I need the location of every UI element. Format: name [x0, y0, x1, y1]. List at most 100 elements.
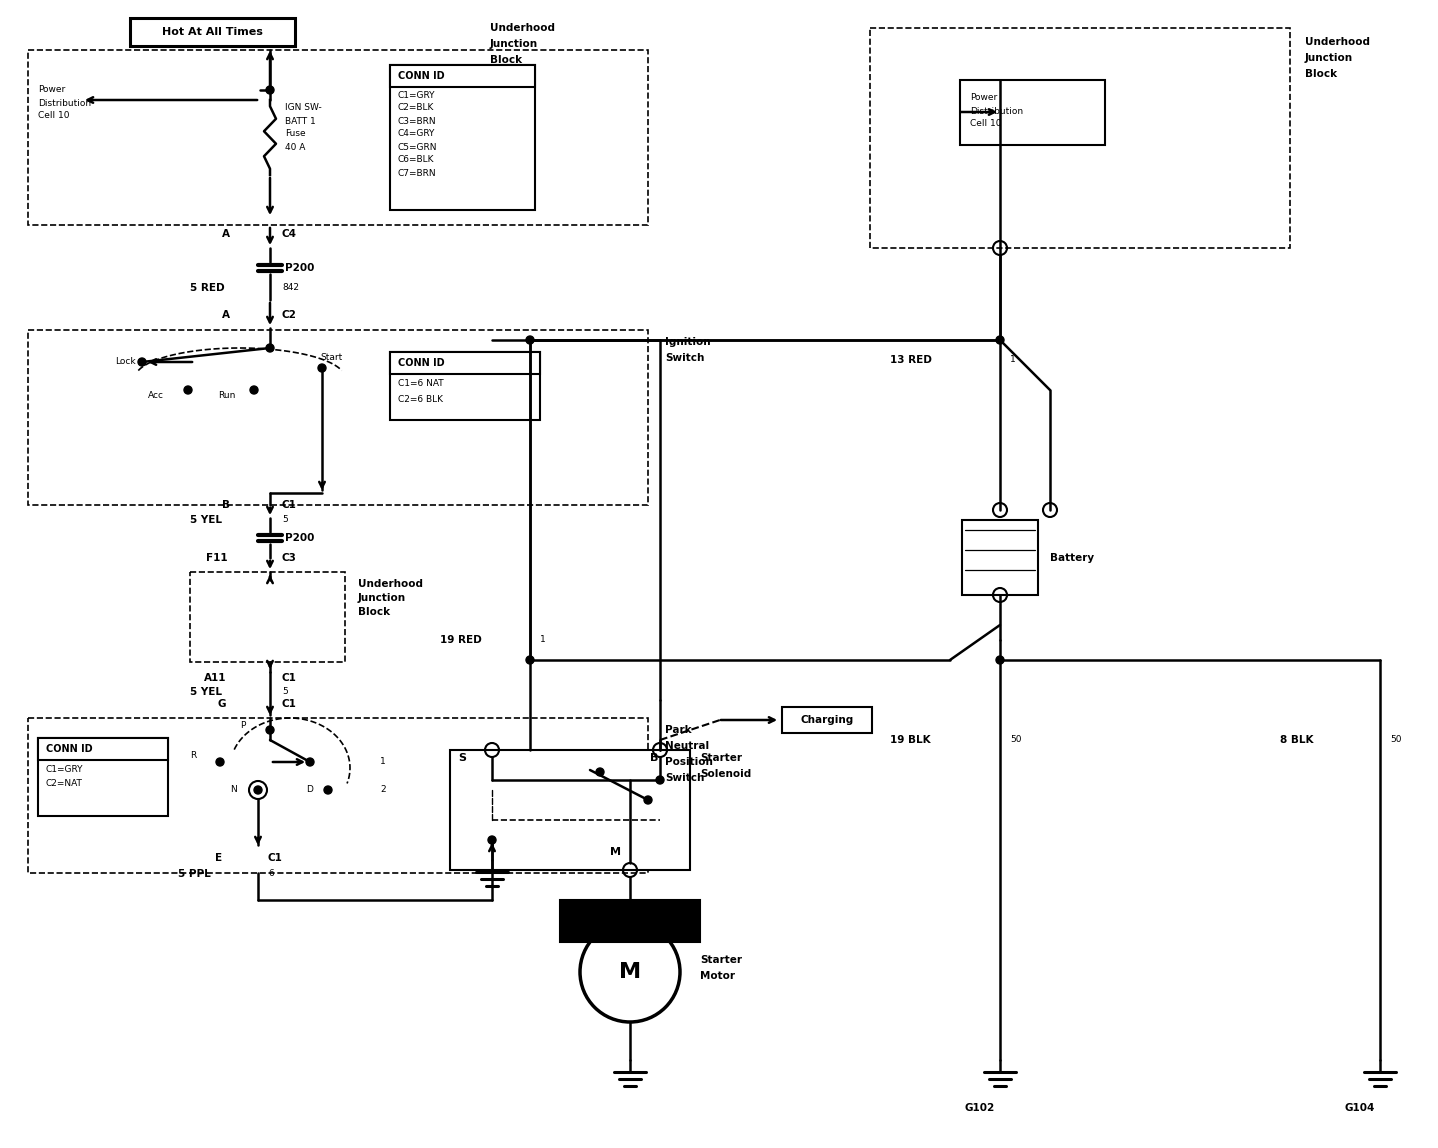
- Text: Block: Block: [358, 607, 390, 616]
- Bar: [961, 80, 1104, 145]
- Text: E: E: [214, 853, 221, 863]
- Text: Block: Block: [490, 55, 522, 65]
- Circle shape: [526, 656, 533, 664]
- Text: 50: 50: [1391, 736, 1402, 745]
- Text: F11: F11: [207, 553, 229, 563]
- Bar: [27, 718, 649, 872]
- Text: A: A: [221, 228, 230, 239]
- Text: Lock: Lock: [115, 357, 135, 366]
- Circle shape: [250, 386, 257, 394]
- Circle shape: [306, 758, 313, 766]
- Bar: [870, 28, 1290, 248]
- Text: 5: 5: [282, 688, 288, 697]
- Text: P200: P200: [285, 533, 315, 543]
- Bar: [37, 738, 168, 816]
- Bar: [190, 572, 345, 662]
- Text: C4=GRY: C4=GRY: [398, 130, 436, 139]
- Text: B: B: [650, 753, 659, 763]
- Text: C1: C1: [282, 501, 296, 510]
- Text: Acc: Acc: [148, 391, 164, 401]
- Text: C2=6 BLK: C2=6 BLK: [398, 395, 443, 403]
- Text: CONN ID: CONN ID: [46, 744, 92, 754]
- Text: B: B: [221, 501, 230, 510]
- Circle shape: [138, 358, 147, 366]
- Text: D: D: [306, 785, 313, 794]
- Text: Position: Position: [664, 757, 713, 767]
- Text: 1: 1: [380, 758, 385, 767]
- Bar: [390, 65, 535, 210]
- Text: 19 BLK: 19 BLK: [890, 735, 930, 745]
- Text: R: R: [190, 752, 196, 760]
- Text: CONN ID: CONN ID: [398, 71, 444, 82]
- Text: A11: A11: [204, 673, 226, 683]
- Text: C1=GRY: C1=GRY: [46, 765, 83, 774]
- Text: 6: 6: [267, 869, 273, 878]
- Text: S: S: [457, 753, 466, 763]
- Text: 1: 1: [541, 636, 546, 644]
- Text: C2=BLK: C2=BLK: [398, 103, 434, 113]
- Text: C1=GRY: C1=GRY: [398, 91, 436, 100]
- Text: IGN SW-: IGN SW-: [285, 103, 322, 113]
- Bar: [37, 738, 168, 760]
- Circle shape: [266, 726, 275, 734]
- Circle shape: [266, 344, 275, 352]
- Text: C1: C1: [282, 673, 296, 683]
- Circle shape: [184, 386, 193, 394]
- Text: 5 YEL: 5 YEL: [190, 687, 221, 697]
- Text: C2: C2: [282, 310, 296, 320]
- Text: C4: C4: [282, 228, 298, 239]
- Text: C6=BLK: C6=BLK: [398, 155, 434, 164]
- Text: Block: Block: [1306, 69, 1337, 79]
- Text: Fuse: Fuse: [285, 130, 306, 139]
- Text: Junction: Junction: [1306, 53, 1353, 63]
- Text: N: N: [230, 785, 237, 794]
- Text: Distribution: Distribution: [37, 99, 91, 108]
- Bar: [559, 900, 700, 943]
- Text: 5 RED: 5 RED: [190, 284, 224, 293]
- Circle shape: [487, 836, 496, 844]
- Bar: [27, 51, 649, 225]
- Text: BATT 1: BATT 1: [285, 116, 316, 125]
- Circle shape: [644, 796, 651, 804]
- Text: C1: C1: [282, 699, 296, 709]
- Circle shape: [216, 758, 224, 766]
- Text: G: G: [217, 699, 226, 709]
- Text: Park: Park: [664, 726, 692, 735]
- Text: Switch: Switch: [664, 352, 705, 363]
- Text: M: M: [610, 847, 621, 858]
- Text: Underhood: Underhood: [358, 579, 423, 589]
- Circle shape: [255, 786, 262, 794]
- Text: 19 RED: 19 RED: [440, 635, 482, 645]
- Text: Motor: Motor: [700, 971, 735, 982]
- Text: Starter: Starter: [700, 753, 742, 763]
- Text: 40 A: 40 A: [285, 142, 305, 152]
- Circle shape: [266, 86, 275, 94]
- Circle shape: [318, 364, 326, 372]
- Text: 842: 842: [282, 284, 299, 293]
- Bar: [129, 18, 295, 46]
- Text: Start: Start: [321, 354, 342, 363]
- Text: Ignition: Ignition: [664, 338, 710, 347]
- Bar: [450, 750, 690, 870]
- Text: Power: Power: [37, 85, 65, 94]
- Text: Junction: Junction: [358, 594, 406, 603]
- Text: M: M: [618, 962, 641, 982]
- Text: G102: G102: [965, 1103, 995, 1114]
- Text: Solenoid: Solenoid: [700, 769, 751, 779]
- Bar: [390, 352, 541, 374]
- Circle shape: [324, 786, 332, 794]
- Bar: [27, 329, 649, 505]
- Text: C5=GRN: C5=GRN: [398, 142, 437, 152]
- Bar: [390, 352, 541, 420]
- Circle shape: [595, 768, 604, 776]
- Text: 5 YEL: 5 YEL: [190, 515, 221, 525]
- Text: Switch: Switch: [664, 773, 705, 783]
- Bar: [962, 520, 1038, 595]
- Text: Hot At All Times: Hot At All Times: [161, 28, 263, 37]
- Text: C3: C3: [282, 553, 296, 563]
- Text: C1: C1: [267, 853, 283, 863]
- Text: 1: 1: [1009, 356, 1015, 365]
- Bar: [782, 707, 871, 734]
- Text: Charging: Charging: [801, 715, 854, 726]
- Text: C3=BRN: C3=BRN: [398, 116, 437, 125]
